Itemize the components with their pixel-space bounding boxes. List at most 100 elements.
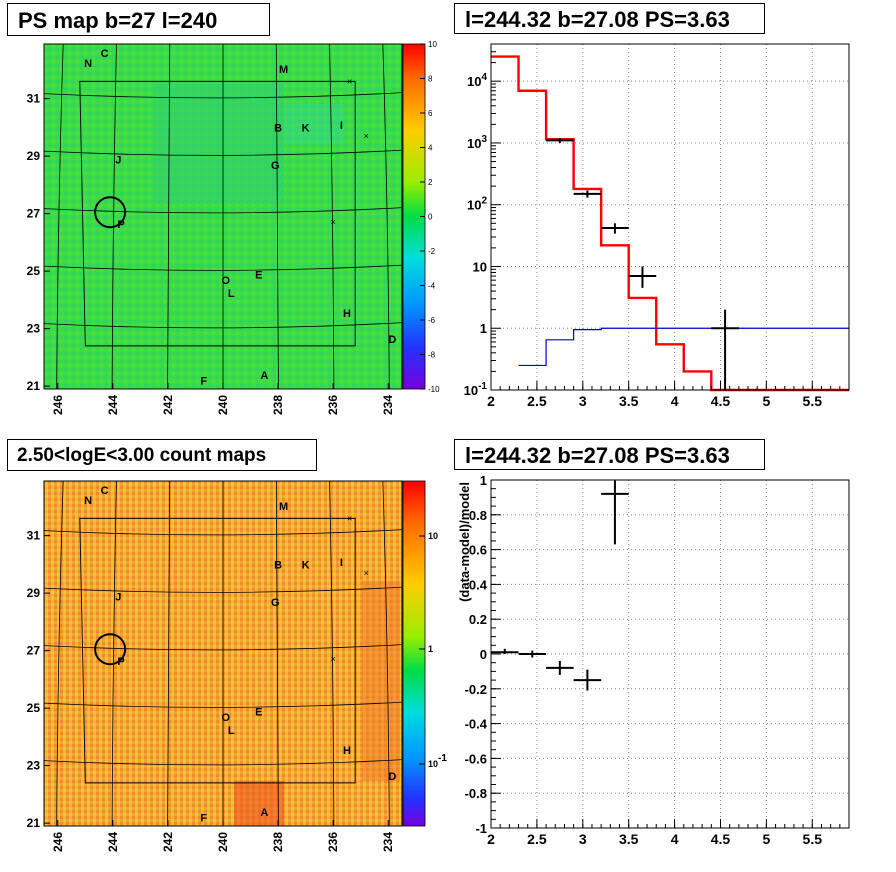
x-tick-label: 2 — [487, 831, 495, 847]
meridian-line — [167, 43, 171, 390]
y-tick-label: -0.8 — [465, 786, 487, 801]
source-label: G — [271, 597, 280, 609]
colorbar-tick-label: 1 — [428, 644, 433, 654]
x-tick-label: 5.5 — [803, 393, 823, 409]
colorbar-tick-label: -6 — [428, 316, 436, 325]
x-tick-label: 246 — [51, 395, 65, 415]
map-region — [284, 104, 344, 144]
x-tick-label: 5 — [762, 393, 770, 409]
y-tick-label: 31 — [27, 529, 41, 543]
map-region — [154, 84, 284, 204]
x-tick-label: 242 — [161, 395, 175, 415]
colorbar-tick-label: 10 — [428, 531, 438, 541]
x-tick-label: 4 — [671, 831, 679, 847]
source-label: M — [279, 64, 288, 76]
source-label: B — [274, 560, 282, 572]
colorbar-tick-label: 0 — [428, 213, 433, 222]
model-step-line — [491, 55, 849, 392]
source-label: A — [260, 807, 268, 819]
y-tick-label: 27 — [27, 644, 41, 658]
source-label: H — [343, 745, 351, 757]
colorbar-tick-label: -8 — [428, 351, 436, 360]
y-tick-label: 10-1 — [464, 381, 488, 398]
y-tick-label: 0.4 — [469, 577, 488, 592]
colorbar-tick-label: 10-1 — [428, 753, 447, 769]
x-tick-label: 240 — [216, 832, 230, 852]
x-tick-label: 3 — [579, 393, 587, 409]
x-tick-label: 2 — [487, 393, 495, 409]
source-label: P — [117, 219, 124, 231]
colorbar-tick-label: -10 — [428, 385, 440, 394]
x-tick-label: 2.5 — [527, 393, 547, 409]
source-label: F — [200, 376, 207, 388]
x-tick-label: 5 — [762, 831, 770, 847]
source-label: B — [274, 123, 282, 135]
y-tick-label: 29 — [27, 149, 41, 163]
cross-marker: × — [331, 217, 336, 227]
colorbar-tick-label: 8 — [428, 75, 433, 84]
y-tick-label: 21 — [27, 816, 41, 830]
y-tick-label: 23 — [27, 322, 41, 336]
count-map-title: 2.50<logE<3.00 count maps — [7, 439, 317, 471]
meridian-line — [275, 43, 279, 390]
source-label: I — [340, 557, 343, 569]
x-tick-label: 242 — [161, 832, 175, 852]
x-tick-label: 244 — [106, 832, 120, 852]
source-label: F — [200, 813, 207, 825]
source-label: N — [84, 58, 92, 70]
x-tick-label: 3.5 — [619, 831, 639, 847]
colorbar-tick-label: 10 — [428, 40, 437, 49]
spectrum-title: l=244.32 b=27.08 PS=3.63 — [454, 3, 765, 34]
meridian-line — [275, 480, 279, 827]
y-tick-label: 25 — [27, 701, 41, 715]
colorbar-tick-label: 4 — [428, 144, 433, 153]
x-tick-label: 5.5 — [803, 831, 823, 847]
x-tick-label: 4.5 — [711, 831, 731, 847]
y-tick-label: 31 — [27, 92, 41, 106]
x-tick-label: 236 — [326, 395, 340, 415]
x-tick-label: 3.5 — [619, 393, 639, 409]
x-tick-label: 244 — [106, 395, 120, 415]
x-tick-label: 234 — [381, 832, 395, 852]
meridian-line — [111, 480, 117, 827]
meridian-line — [56, 480, 64, 827]
y-tick-label: -0.4 — [465, 717, 488, 732]
x-tick-label: 240 — [216, 395, 230, 415]
source-label: H — [343, 308, 351, 320]
y-tick-label: 10 — [473, 259, 487, 274]
colorbar — [403, 44, 425, 389]
y-tick-label: 103 — [467, 134, 487, 151]
y-tick-label: 0.6 — [469, 543, 487, 558]
cross-marker: × — [347, 513, 352, 523]
source-label: D — [388, 771, 396, 783]
meridian-line — [111, 43, 117, 390]
x-tick-label: 238 — [271, 395, 285, 415]
residual-panel: 2 2.5 3 3.5 4 4.5 5 5.5 1 0.8 0.6 0.4 0.2 0 -0.2 -0.4 -0… — [457, 473, 850, 847]
map-region — [362, 581, 400, 781]
x-tick-label: 236 — [326, 832, 340, 852]
source-label: L — [228, 288, 235, 300]
cross-marker: × — [347, 76, 352, 86]
source-label: E — [255, 269, 262, 281]
x-tick-label: 238 — [271, 832, 285, 852]
y-tick-label: -1 — [475, 821, 487, 836]
source-label: G — [271, 160, 280, 172]
y-tick-label: -0.2 — [465, 682, 487, 697]
y-tick-label: 1 — [480, 473, 487, 488]
plot-frame — [490, 43, 850, 391]
source-label: L — [228, 725, 235, 737]
y-tick-label: 0.8 — [469, 508, 487, 523]
source-label: C — [101, 48, 109, 60]
y-tick-label: 25 — [27, 264, 41, 278]
y-tick-label: 23 — [27, 759, 41, 773]
meridian-line — [329, 480, 335, 827]
meridian-line — [382, 480, 390, 827]
colorbar — [403, 481, 425, 826]
ps-map-title: PS map b=27 l=240 — [7, 3, 270, 36]
map-region — [234, 781, 284, 826]
y-tick-label: 102 — [467, 196, 487, 213]
source-label: M — [279, 501, 288, 513]
y-tick-label: 29 — [27, 586, 41, 600]
